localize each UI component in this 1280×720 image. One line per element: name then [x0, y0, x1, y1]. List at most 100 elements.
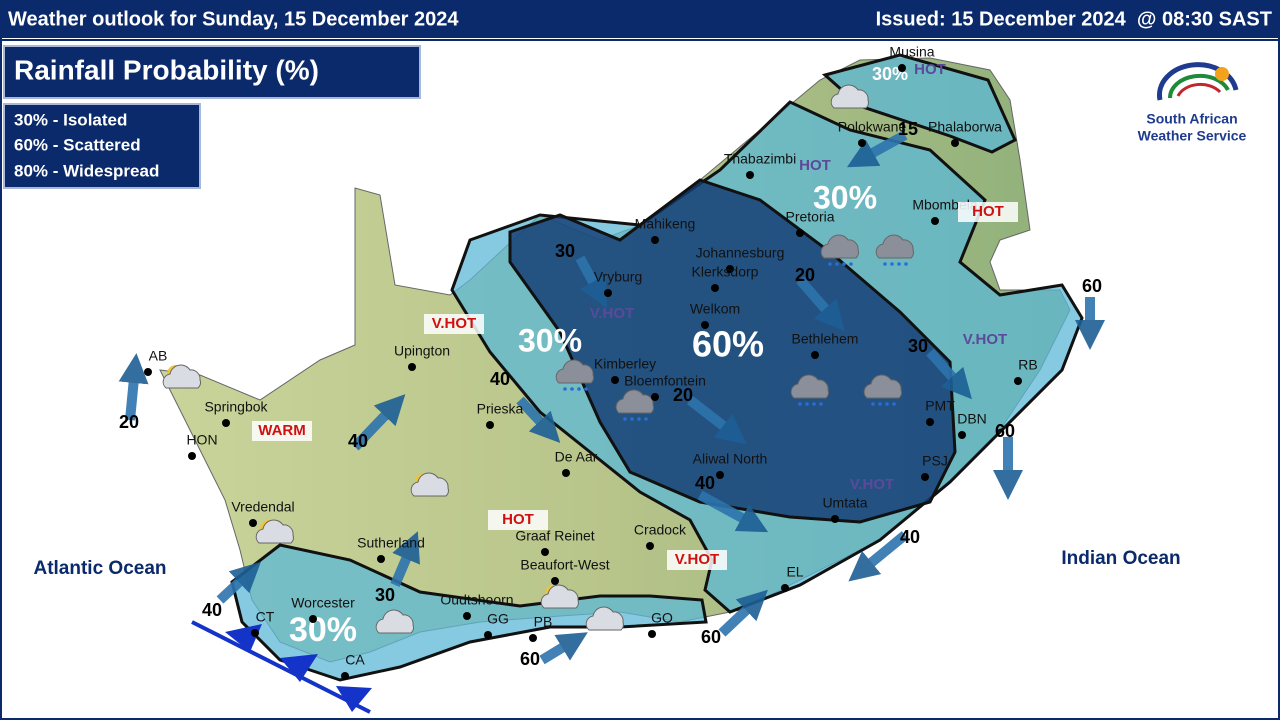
- cloud-icon: [790, 374, 829, 399]
- rain-drop: [630, 417, 634, 421]
- place-dot: [309, 615, 317, 623]
- place-label: PSJ: [922, 453, 948, 469]
- cloud-icon: [555, 359, 594, 384]
- wind-arrow: [390, 531, 420, 587]
- wind-label: 40: [900, 527, 920, 547]
- place-dot: [726, 265, 734, 273]
- rain-drop: [644, 417, 648, 421]
- cloud-icon: [875, 234, 914, 259]
- place-label: DBN: [957, 411, 987, 427]
- place-dot: [611, 376, 619, 384]
- place-dot: [931, 217, 939, 225]
- place-dot: [898, 64, 906, 72]
- rain-drop: [584, 387, 588, 391]
- wind-arrow: [697, 490, 769, 533]
- zone-label: 30%: [289, 611, 357, 649]
- rain-drop: [849, 262, 853, 266]
- wind-arrow: [686, 396, 747, 445]
- place-label: Prieska: [477, 401, 524, 417]
- rain-drop: [842, 262, 846, 266]
- wind-label: 40: [695, 473, 715, 493]
- place-dot: [249, 519, 257, 527]
- place-dot: [951, 139, 959, 147]
- wind-label: 60: [520, 649, 540, 669]
- wind-arrow: [351, 394, 406, 451]
- temp-box: [252, 421, 312, 441]
- wind-arrow: [718, 589, 768, 637]
- place-label: Cradock: [634, 522, 687, 538]
- place-label: CA: [345, 652, 365, 668]
- rain-drop: [563, 387, 567, 391]
- place-label: Aliwal North: [693, 451, 768, 467]
- place-dot: [529, 634, 537, 642]
- wind-label: 30: [375, 585, 395, 605]
- place-dot: [188, 452, 196, 460]
- rain-drop: [885, 402, 889, 406]
- place-dot: [144, 368, 152, 376]
- place-label: Welkom: [690, 301, 740, 317]
- place-dot: [604, 289, 612, 297]
- place-dot: [222, 419, 230, 427]
- place-label: Umtata: [822, 495, 867, 511]
- place-dot: [551, 577, 559, 585]
- legend-item: 80% - Widespread: [14, 161, 159, 180]
- legend-item: 30% - Isolated: [14, 110, 127, 129]
- wind-label: 20: [119, 412, 139, 432]
- zone-label: 60%: [692, 324, 764, 365]
- place-dot: [781, 584, 789, 592]
- rain-drop: [798, 402, 802, 406]
- place-dot: [746, 171, 754, 179]
- wind-arrow: [539, 632, 588, 665]
- wind-arrow: [846, 130, 908, 168]
- temp-label: HOT: [914, 61, 946, 78]
- place-dot: [486, 421, 494, 429]
- place-dot: [463, 612, 471, 620]
- cloud-icon: [585, 606, 624, 631]
- wind-label: 60: [995, 421, 1015, 441]
- wind-label: 40: [202, 600, 222, 620]
- place-label: Johannesburg: [696, 245, 785, 261]
- place-dot: [651, 236, 659, 244]
- place-dot: [958, 431, 966, 439]
- cloud-icon: [375, 609, 414, 634]
- rain-drop: [835, 262, 839, 266]
- rain-drop: [805, 402, 809, 406]
- wind-arrow: [926, 348, 972, 400]
- place-label: HON: [186, 432, 217, 448]
- place-label: Vryburg: [594, 269, 643, 285]
- rain-drop: [878, 402, 882, 406]
- place-label: Bethlehem: [792, 331, 859, 347]
- place-label: Kimberley: [594, 356, 656, 372]
- place-label: Oudtshoorn: [440, 592, 513, 608]
- place-label: Polokwane: [838, 119, 907, 135]
- place-label: Phalaborwa: [928, 119, 1002, 135]
- cold-front-teeth: [225, 624, 372, 712]
- place-label: RB: [1018, 357, 1037, 373]
- place-label: CT: [256, 609, 275, 625]
- temp-label: V.HOT: [432, 315, 476, 332]
- place-label: PB: [534, 614, 553, 630]
- place-label: AB: [149, 348, 168, 364]
- temp-box: [488, 510, 548, 530]
- wind-label: 60: [701, 627, 721, 647]
- place-label: GG: [487, 611, 509, 627]
- wind-label: 20: [795, 265, 815, 285]
- place-label: GQ: [651, 610, 673, 626]
- place-label: Bloemfontein: [624, 373, 706, 389]
- temp-label: HOT: [502, 511, 534, 528]
- place-dot: [1014, 377, 1022, 385]
- place-label: Vredendal: [231, 499, 294, 515]
- place-dot: [377, 555, 385, 563]
- rain-drop: [828, 262, 832, 266]
- cloud-icon: [410, 472, 449, 497]
- legend-item: 60% - Scattered: [14, 135, 141, 154]
- temp-label: V.HOT: [850, 476, 894, 493]
- header-title: Weather outlook for Sunday, 15 December …: [8, 8, 459, 30]
- wind-arrow: [848, 531, 909, 582]
- place-dot: [251, 629, 259, 637]
- place-label: Beaufort-West: [520, 557, 609, 573]
- place-label: Mahikeng: [635, 216, 696, 232]
- wind-label: 30: [555, 241, 575, 261]
- place-label: Musina: [889, 44, 934, 60]
